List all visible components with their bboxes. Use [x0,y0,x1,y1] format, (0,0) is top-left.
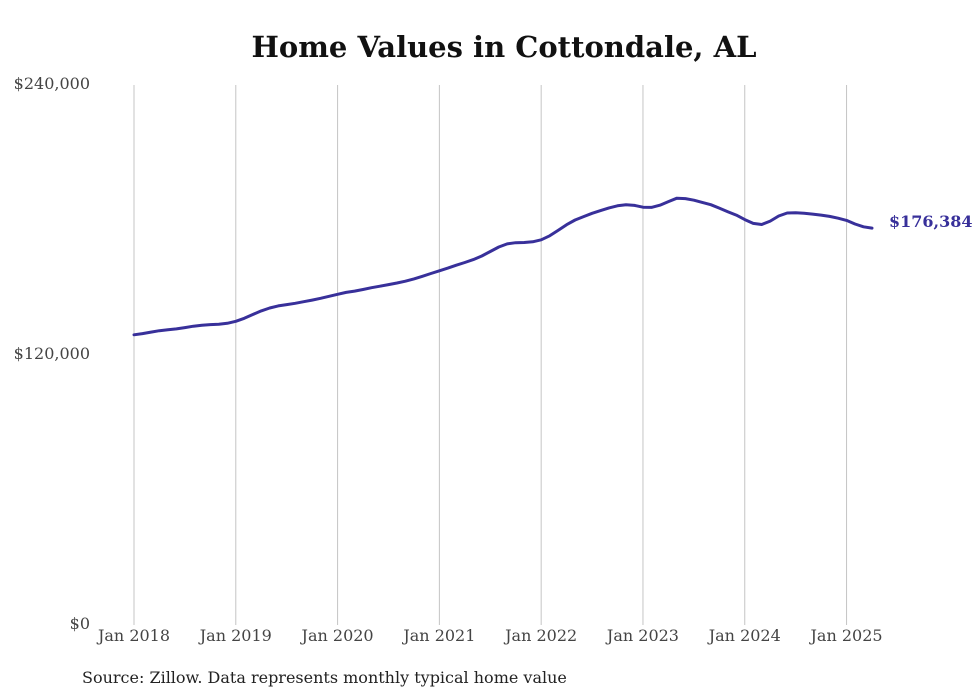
y-tick-label: $240,000 [14,74,90,93]
x-tick-label: Jan 2018 [96,626,170,645]
series-line [132,196,874,337]
x-tick-label: Jan 2022 [503,626,577,645]
x-tick-label: Jan 2025 [809,626,883,645]
end-value-label: $176,384 [889,212,973,231]
x-tick-label: Jan 2019 [198,626,272,645]
x-axis-ticks: Jan 2018 Jan 2019 Jan 2020 Jan 2021 Jan 2022… [96,626,883,645]
y-tick-label: $0 [70,614,90,633]
source-note: Source: Zillow. Data represents monthly … [82,668,567,687]
y-axis-ticks: $0 $120,000 $240,000 [14,74,90,633]
grid-lines [133,85,848,625]
x-tick-label: Jan 2024 [707,626,781,645]
x-tick-label: Jan 2023 [605,626,679,645]
chart-title: Home Values in Cottondale, AL [251,30,757,64]
x-tick-label: Jan 2021 [401,626,475,645]
y-tick-label: $120,000 [14,344,90,363]
x-tick-label: Jan 2020 [300,626,374,645]
